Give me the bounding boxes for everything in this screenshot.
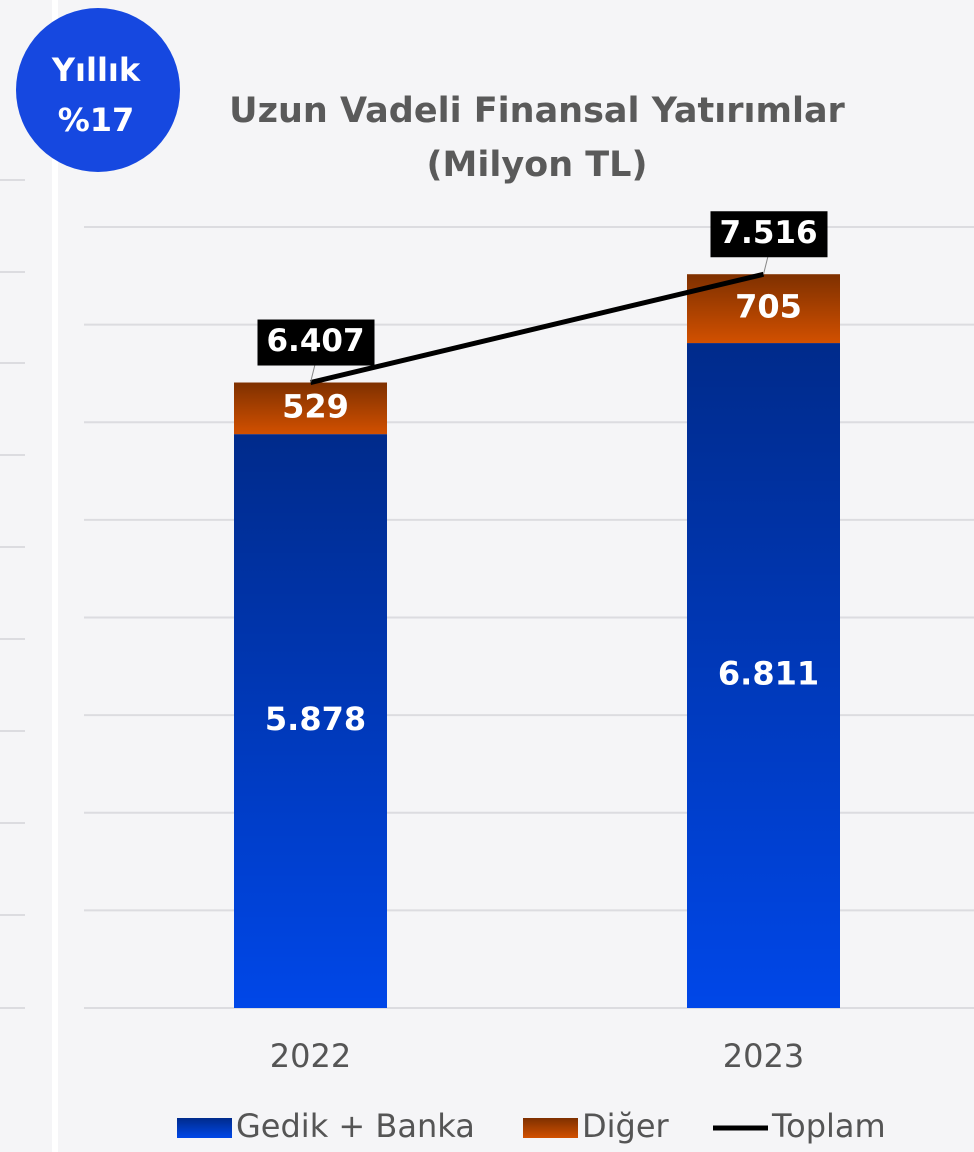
x-tick-label: 2022: [270, 1037, 351, 1075]
legend-label: Gedik + Banka: [236, 1107, 475, 1145]
bar-shade: [687, 343, 840, 1008]
bar-shade: [234, 434, 387, 1008]
data-label: 5.878: [265, 700, 366, 738]
data-label: 7.516: [719, 215, 817, 251]
chart-subtitle: (Milyon TL): [427, 145, 648, 185]
legend-label: Toplam: [771, 1107, 886, 1145]
badge-line: Yıllık: [51, 51, 141, 89]
marks: [234, 274, 840, 1008]
side-grid: [0, 179, 25, 1009]
data-label-box: [710, 211, 828, 258]
data-label: 6.811: [718, 655, 819, 693]
label-connector: [310, 362, 316, 383]
panel-divider: [52, 0, 58, 1152]
data-label: 6.407: [266, 323, 364, 359]
chart-title: Uzun Vadeli Finansal Yatırımlar: [229, 91, 845, 131]
line: [309, 271, 765, 385]
x-tick-label: 2023: [723, 1037, 804, 1075]
legend-swatch-shade: [523, 1118, 578, 1138]
label-connector: [763, 254, 769, 275]
data-label-box: [257, 319, 375, 366]
badge: [16, 8, 180, 172]
data-label: 705: [735, 288, 802, 326]
legend-swatch-shade: [177, 1118, 232, 1138]
bar-shade: [234, 382, 387, 435]
data-label: 529: [282, 387, 349, 425]
badge-line: %17: [58, 101, 135, 139]
legend-label: Diğer: [582, 1107, 670, 1145]
